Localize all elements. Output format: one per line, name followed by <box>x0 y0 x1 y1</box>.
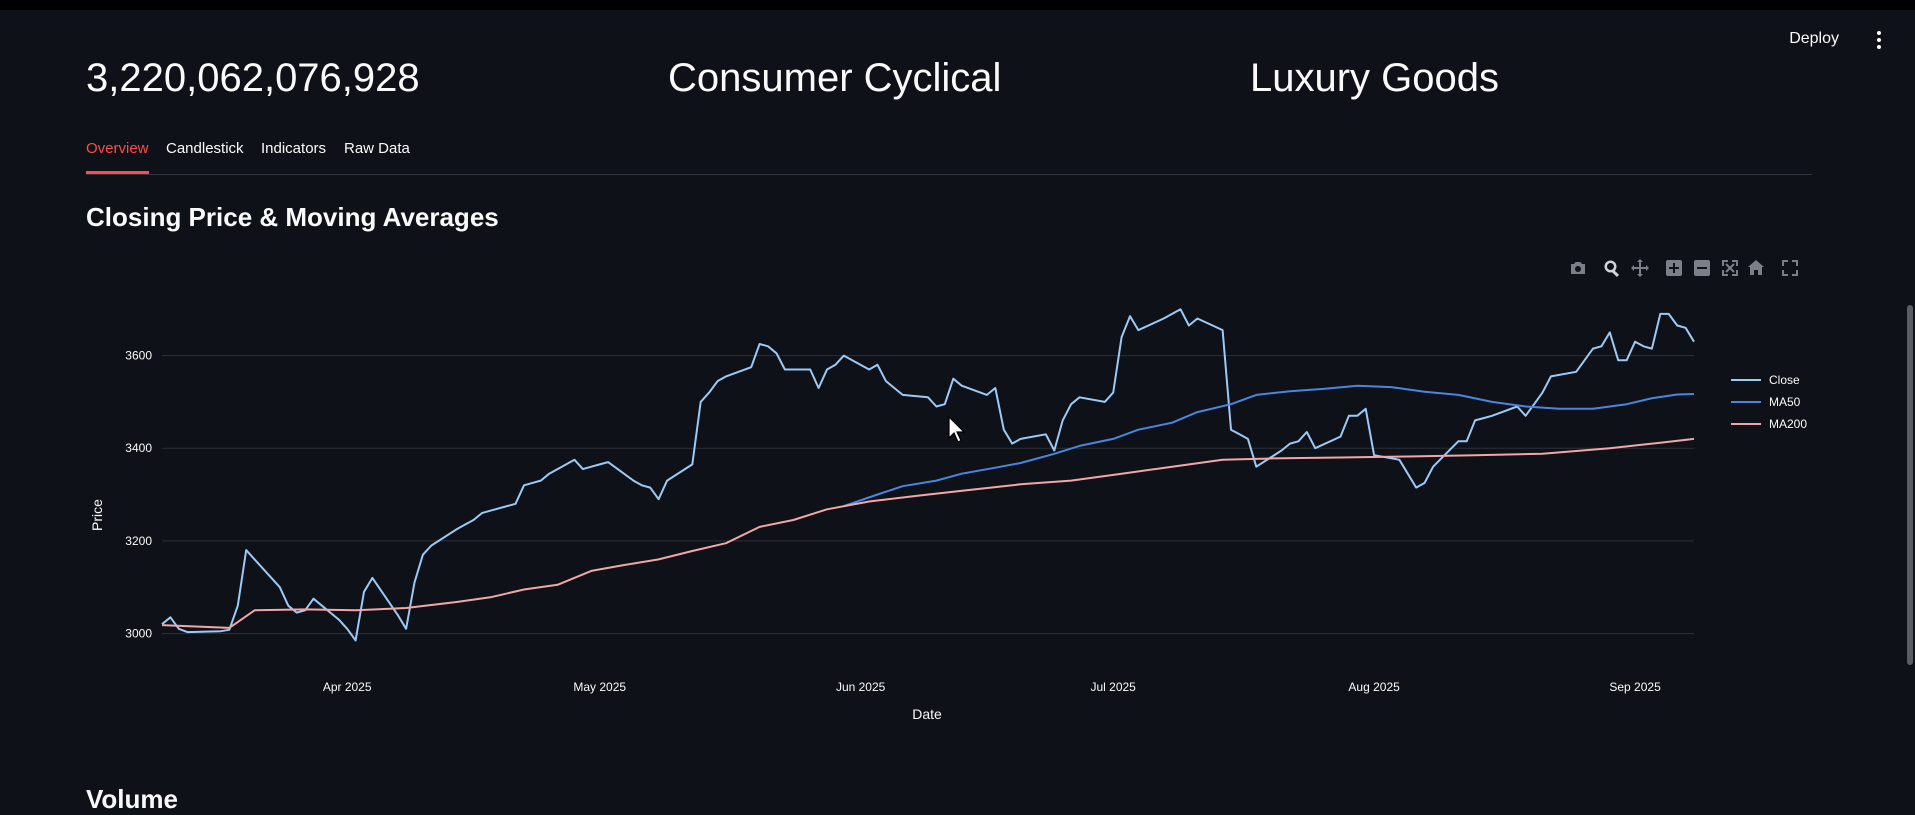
page-scrollbar[interactable] <box>1907 305 1913 665</box>
tab-raw-data[interactable]: Raw Data <box>344 140 410 157</box>
price-section-title: Closing Price & Moving Averages <box>86 202 499 232</box>
main-menu-icon[interactable] <box>1869 28 1889 52</box>
zoom-icon[interactable] <box>1602 258 1626 282</box>
camera-icon[interactable] <box>1568 258 1592 282</box>
legend-label-close[interactable]: Close <box>1769 373 1800 387</box>
zoom-out-icon[interactable] <box>1692 258 1716 282</box>
deploy-button[interactable]: Deploy <box>1789 30 1839 47</box>
autoscale-icon[interactable] <box>1720 258 1744 282</box>
fullscreen-icon[interactable] <box>1780 258 1804 282</box>
tab-indicators[interactable]: Indicators <box>261 140 327 157</box>
tab-bar: Overview Candlestick Indicators Raw Data <box>86 138 1812 175</box>
legend-label-ma200[interactable]: MA200 <box>1769 417 1807 431</box>
x-tick-label: May 2025 <box>573 680 626 694</box>
chart-legend: Close MA50 MA200 <box>1731 373 1807 431</box>
zoom-in-icon[interactable] <box>1664 258 1688 282</box>
y-tick-label: 3600 <box>125 349 152 363</box>
volume-section-title: Volume <box>86 784 178 814</box>
x-axis-label: Date <box>912 706 942 722</box>
x-tick-label: Jun 2025 <box>836 680 886 694</box>
series-line-ma200[interactable] <box>161 437 1695 629</box>
y-tick-label: 3200 <box>125 534 152 548</box>
y-tick-label: 3400 <box>125 441 152 455</box>
x-tick-label: Jul 2025 <box>1090 680 1136 694</box>
tab-candlestick[interactable]: Candlestick <box>166 140 244 157</box>
x-tick-label: Sep 2025 <box>1609 680 1661 694</box>
top-decoration-bar <box>0 0 1915 10</box>
metric-market-cap: 3,220,062,076,928 <box>86 56 420 100</box>
series-line-ma50[interactable] <box>843 384 1695 508</box>
mouse-cursor-icon <box>948 416 966 443</box>
x-tick-label: Aug 2025 <box>1348 680 1400 694</box>
y-tick-label: 3000 <box>125 626 152 640</box>
y-axis-label: Price <box>89 499 105 531</box>
pan-icon[interactable] <box>1630 258 1654 282</box>
tab-overview[interactable]: Overview <box>86 140 149 157</box>
series-line-close[interactable] <box>161 308 1695 642</box>
metric-sector: Consumer Cyclical <box>668 56 1002 100</box>
home-icon[interactable] <box>1746 258 1770 282</box>
metric-industry: Luxury Goods <box>1250 56 1500 100</box>
legend-label-ma50[interactable]: MA50 <box>1769 395 1801 409</box>
active-tab-indicator <box>86 171 149 174</box>
x-tick-label: Apr 2025 <box>323 680 372 694</box>
